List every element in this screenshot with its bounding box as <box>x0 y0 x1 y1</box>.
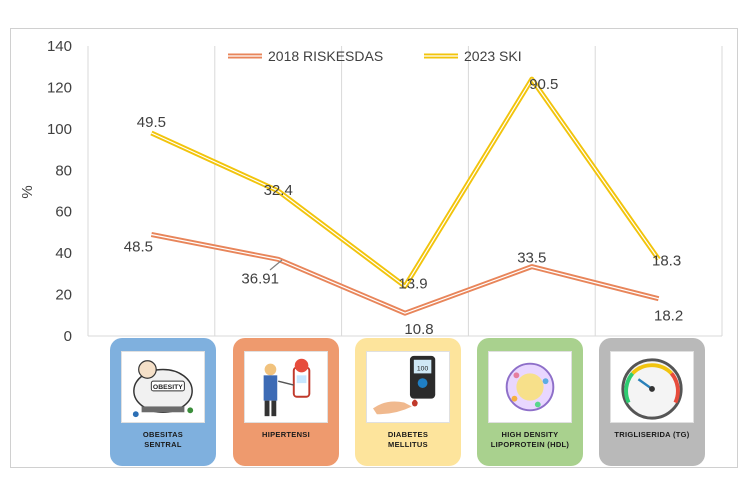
y-tick-label: 0 <box>64 328 72 345</box>
hypertension-icon <box>263 358 311 417</box>
legend-label-2018: 2018 RISKESDAS <box>268 48 383 64</box>
category-card-triglyceride: TRIGLISERIDA (TG) <box>599 338 705 466</box>
y-tick-label: 100 <box>47 121 72 138</box>
gauge-icon <box>621 358 683 420</box>
data-label: 10.8 <box>404 321 433 338</box>
card-caption-triglyceride: TRIGLISERIDA (TG) <box>614 430 690 439</box>
y-axis-label: % <box>19 185 36 198</box>
category-card-hypertension: HIPERTENSI <box>233 338 339 466</box>
y-tick-label: 20 <box>55 287 72 304</box>
card-caption-diabetes: DIABETES MELLITUS <box>387 430 429 449</box>
series-line-1 <box>150 76 661 289</box>
triglyceride-picture <box>610 351 694 423</box>
category-card-hdl: HIGH DENSITY LIPOPROTEIN (HDL) <box>477 338 583 466</box>
data-label: 18.3 <box>652 252 681 269</box>
category-card-obesity: OBESITY OBESITAS SENTRAL <box>110 338 216 466</box>
hdl-picture <box>488 351 572 423</box>
data-label: 18.2 <box>654 308 683 325</box>
category-card-diabetes: 100 DIABETES MELLITUS <box>355 338 461 466</box>
glucose-meter-icon: 100 <box>373 355 436 415</box>
y-tick-label: 40 <box>55 245 72 262</box>
legend-label-2023: 2023 SKI <box>464 48 522 64</box>
data-label: 32.4 <box>264 182 293 199</box>
data-label: 13.9 <box>398 275 427 292</box>
leader-line <box>269 259 283 271</box>
grid-lines <box>87 46 723 337</box>
data-labels: 48.5 36.91 10.8 33.5 18.2 49.5 32.4 13.9 90.5 18.… <box>124 76 683 338</box>
y-tick-label: 120 <box>47 79 72 96</box>
series-line-0 <box>150 232 660 316</box>
data-label: 49.5 <box>137 114 166 131</box>
data-label: 48.5 <box>124 239 153 256</box>
data-label: 33.5 <box>517 250 546 267</box>
card-caption-hypertension: HIPERTENSI <box>261 430 310 439</box>
lipoprotein-icon <box>505 362 555 412</box>
series-line-highlight-1 <box>151 78 660 287</box>
legend: 2018 RISKESDAS 2023 SKI <box>228 48 522 64</box>
data-label: 36.91 <box>241 270 279 287</box>
y-tick-label: 80 <box>55 162 72 179</box>
glucose-reading-text: 100 <box>417 365 429 372</box>
hypertension-picture <box>244 351 328 423</box>
diabetes-picture: 100 <box>366 351 450 423</box>
y-tick-label: 140 <box>47 38 72 55</box>
obesity-icon: OBESITY <box>132 360 194 418</box>
obesity-picture: OBESITY <box>121 351 205 423</box>
card-caption-obesity: OBESITAS SENTRAL <box>142 430 184 449</box>
y-tick-label: 60 <box>55 204 72 221</box>
obesity-sign-text: OBESITY <box>153 384 183 391</box>
card-caption-hdl: HIGH DENSITY LIPOPROTEIN (HDL) <box>490 430 570 449</box>
series-line-highlight-0 <box>151 233 659 314</box>
y-tick-labels: 0 20 40 60 80 100 120 140 <box>47 38 72 345</box>
series-lines <box>150 76 661 316</box>
data-label: 90.5 <box>529 76 558 93</box>
